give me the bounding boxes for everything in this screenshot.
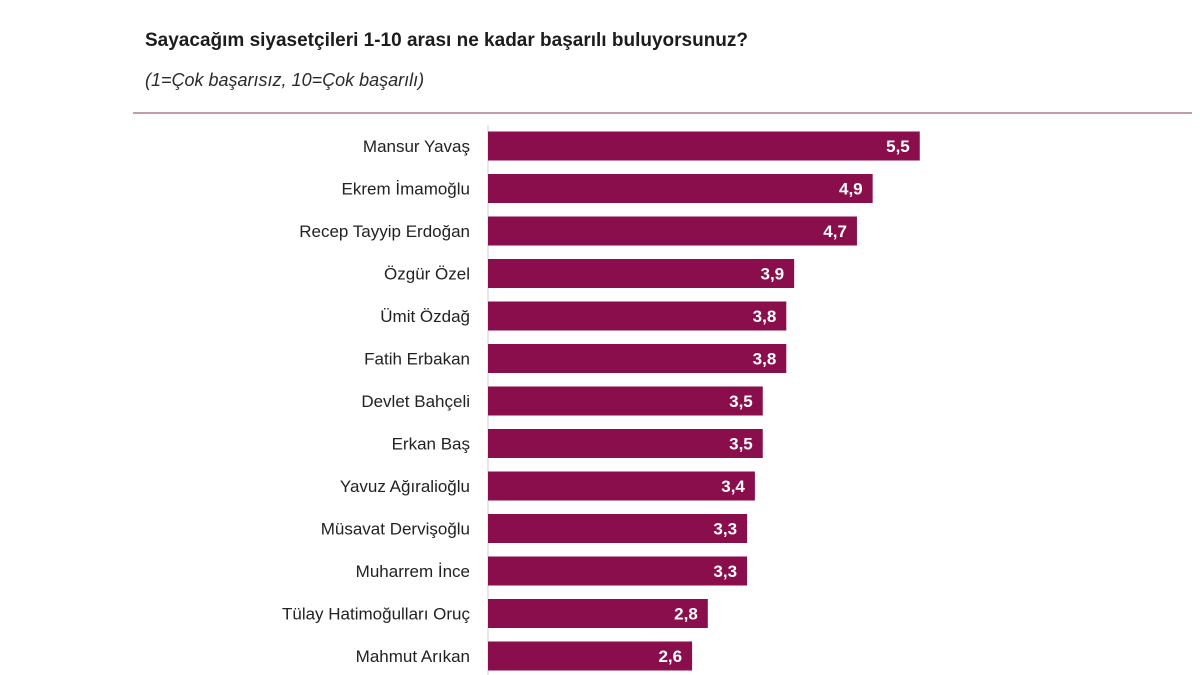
category-label: Fatih Erbakan	[364, 350, 470, 369]
data-label: 3,3	[713, 520, 737, 539]
bar	[488, 216, 857, 246]
data-label: 3,8	[753, 350, 777, 369]
data-label: 3,4	[721, 477, 745, 496]
category-label: Erkan Baş	[392, 435, 470, 454]
category-label: Tülay Hatimoğulları Oruç	[282, 605, 471, 624]
category-label: Ümit Özdağ	[380, 307, 470, 326]
category-label: Ekrem İmamoğlu	[342, 180, 470, 199]
category-label: Yavuz Ağıralioğlu	[340, 477, 470, 496]
bar	[488, 599, 708, 628]
category-label: Recep Tayyip Erdoğan	[299, 222, 470, 241]
category-label: Muharrem İnce	[356, 562, 470, 581]
data-label: 3,8	[753, 307, 777, 326]
data-label: 4,7	[823, 222, 847, 241]
category-label: Özgür Özel	[384, 265, 470, 284]
bar	[488, 386, 763, 416]
data-label: 4,9	[839, 180, 863, 199]
category-label: Müsavat Dervişoğlu	[321, 520, 470, 539]
data-label: 3,5	[729, 392, 753, 411]
category-label: Mansur Yavaş	[363, 137, 470, 156]
bar	[488, 131, 920, 161]
bar	[488, 259, 795, 288]
data-label: 3,3	[713, 562, 737, 581]
bar	[488, 429, 763, 458]
bar	[488, 301, 787, 331]
bar	[488, 471, 755, 501]
data-label: 2,8	[674, 605, 698, 624]
data-label: 3,9	[761, 265, 785, 284]
chart-title: Sayacağım siyasetçileri 1-10 arası ne ka…	[145, 30, 749, 51]
data-label: 5,5	[886, 137, 910, 156]
bar	[488, 556, 748, 586]
bar	[488, 641, 693, 671]
category-label: Mahmut Arıkan	[356, 647, 470, 666]
bar	[488, 514, 748, 543]
data-label: 3,5	[729, 435, 753, 454]
category-label: Devlet Bahçeli	[361, 392, 470, 411]
bar	[488, 344, 787, 373]
bar	[488, 174, 873, 203]
data-label: 2,6	[658, 647, 682, 666]
chart-subtitle: (1=Çok başarısız, 10=Çok başarılı)	[145, 70, 425, 90]
